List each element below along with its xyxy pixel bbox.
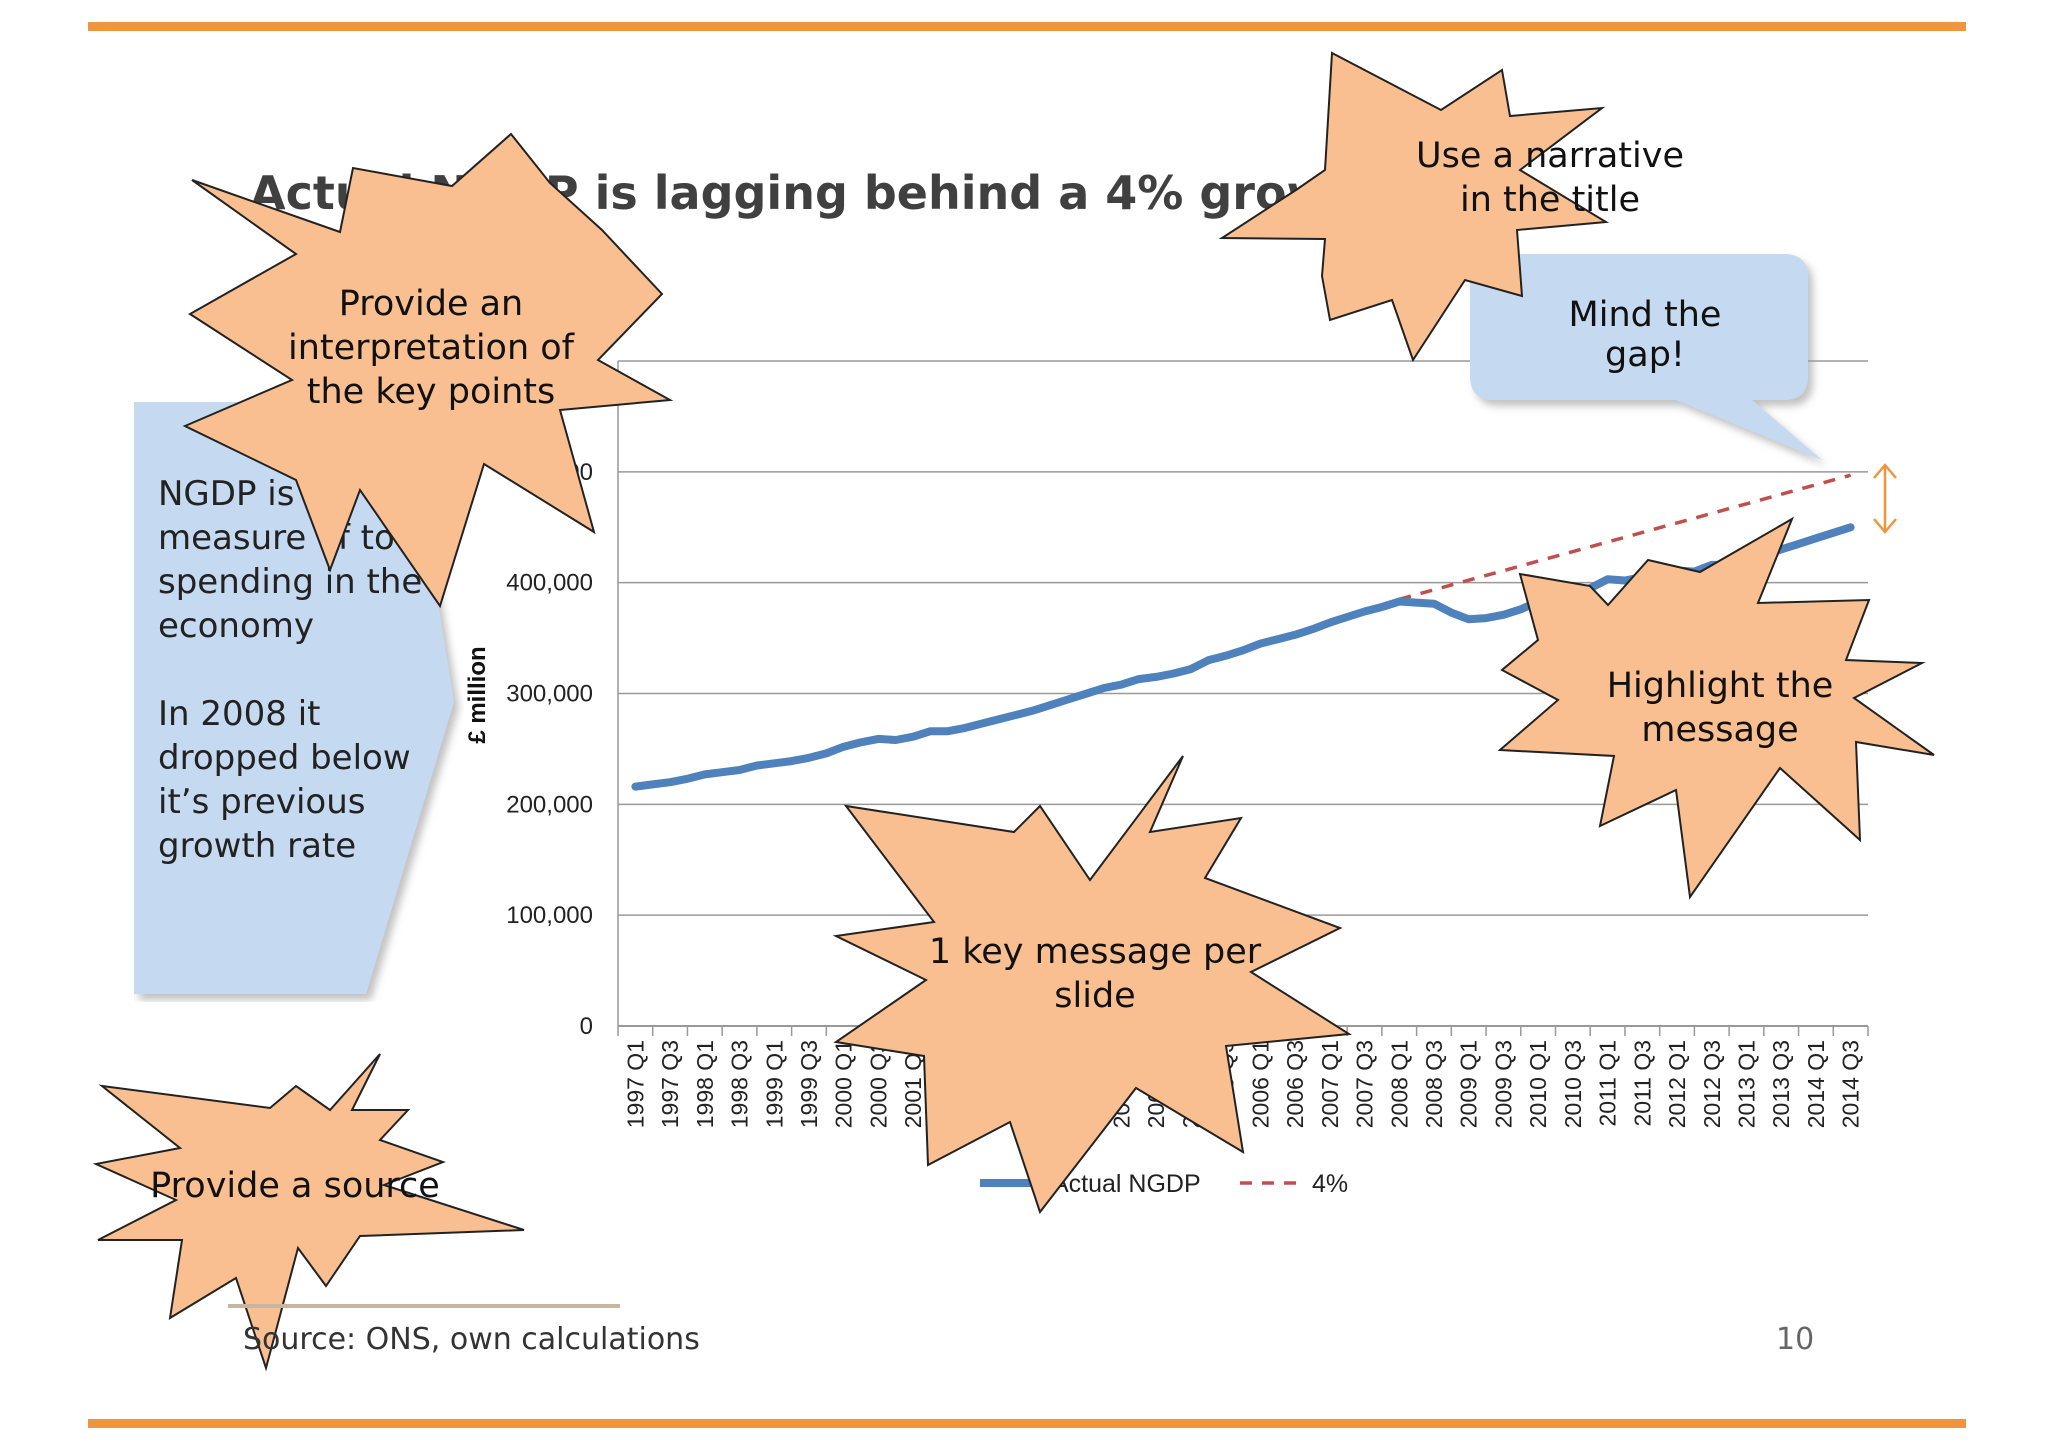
x-tick-label: 1999 Q3 bbox=[796, 1040, 822, 1128]
x-tick-label: 1998 Q1 bbox=[692, 1040, 718, 1128]
burst-key-message-line-1: 1 key message per bbox=[928, 932, 1262, 972]
callout-text: Mind the gap! bbox=[1568, 295, 1722, 375]
x-tick-label: 2000 Q1 bbox=[831, 1040, 857, 1128]
x-tick-label: 2007 Q3 bbox=[1352, 1040, 1378, 1128]
x-tick-label: 2012 Q3 bbox=[1699, 1040, 1725, 1128]
burst-narrative-shape bbox=[1218, 51, 1610, 363]
burst-key-message-shape bbox=[832, 755, 1352, 1215]
y-tick-label: 0 bbox=[580, 1013, 593, 1040]
chart-legend: Actual NGDP 4% bbox=[980, 1170, 1348, 1198]
gap-arrow-icon bbox=[1873, 463, 1897, 534]
burst-highlight-line-2: message bbox=[1641, 710, 1799, 750]
burst-highlight-text: Highlight the message bbox=[1560, 664, 1880, 752]
burst-highlight-shape bbox=[1497, 516, 1935, 900]
x-tick-label: 2011 Q3 bbox=[1629, 1040, 1655, 1127]
burst-interpretation-shape bbox=[182, 132, 674, 609]
source-divider bbox=[228, 1304, 620, 1308]
x-tick-label: 2009 Q3 bbox=[1490, 1040, 1516, 1128]
burst-interpretation-line-2: interpretation of bbox=[288, 328, 574, 368]
bottom-accent-rule bbox=[88, 1419, 1966, 1428]
interpretation-text: NGDP is a measure of total spending in t… bbox=[158, 472, 448, 912]
burst-key-message-text: 1 key message per slide bbox=[920, 930, 1270, 1018]
burst-narrative-line-1: Use a narrative bbox=[1415, 136, 1685, 176]
interpretation-paragraph-1: NGDP is a measure of total spending in t… bbox=[158, 474, 439, 646]
x-tick-label: 1999 Q1 bbox=[761, 1040, 787, 1128]
page-number: 10 bbox=[1776, 1322, 1815, 1357]
x-tick-label: 2014 Q3 bbox=[1838, 1040, 1864, 1128]
x-tick-label: 1997 Q3 bbox=[657, 1040, 683, 1128]
y-axis-label: £ million bbox=[464, 646, 491, 743]
burst-key-message-line-2: slide bbox=[1054, 976, 1136, 1016]
x-tick-label: 2008 Q1 bbox=[1386, 1040, 1412, 1128]
burst-source-text: Provide a source bbox=[140, 1164, 450, 1208]
x-tick-label: 2011 Q1 bbox=[1595, 1040, 1621, 1127]
burst-highlight-line-1: Highlight the bbox=[1606, 666, 1834, 706]
x-tick-label: 2010 Q1 bbox=[1525, 1040, 1551, 1128]
burst-source-line-1: Provide a source bbox=[150, 1166, 440, 1206]
top-accent-rule bbox=[88, 22, 1966, 31]
x-tick-label: 2010 Q3 bbox=[1560, 1040, 1586, 1128]
x-tick-label: 1998 Q3 bbox=[727, 1040, 753, 1128]
burst-narrative-line-2: in the title bbox=[1459, 180, 1641, 220]
x-tick-label: 2012 Q1 bbox=[1664, 1040, 1690, 1128]
burst-interpretation-text: Provide an interpretation of the key poi… bbox=[266, 282, 596, 414]
burst-interpretation-line-1: Provide an bbox=[338, 284, 524, 324]
x-tick-label: 1997 Q1 bbox=[622, 1040, 648, 1128]
y-tick-label: 400,000 bbox=[506, 570, 593, 597]
legend-label-4pct: 4% bbox=[1312, 1170, 1348, 1198]
x-tick-label: 2008 Q3 bbox=[1421, 1040, 1447, 1128]
x-tick-label: 2013 Q1 bbox=[1733, 1040, 1759, 1128]
x-tick-label: 2000 Q3 bbox=[865, 1040, 891, 1128]
burst-narrative-text: Use a narrative in the title bbox=[1380, 134, 1720, 222]
x-tick-label: 2009 Q1 bbox=[1456, 1040, 1482, 1128]
legend-label-actual-ngdp: Actual NGDP bbox=[1052, 1170, 1201, 1198]
interpretation-arrow-box bbox=[134, 402, 454, 994]
x-tick-label: 2007 Q1 bbox=[1317, 1040, 1343, 1128]
y-tick-label: 300,000 bbox=[506, 681, 593, 708]
burst-source-shape bbox=[92, 1053, 525, 1372]
x-tick-label: 2006 Q1 bbox=[1247, 1040, 1273, 1128]
x-tick-label: 2013 Q3 bbox=[1768, 1040, 1794, 1128]
interpretation-paragraph-2: In 2008 it dropped below it’s previous g… bbox=[158, 694, 411, 866]
x-tick-label: 2006 Q3 bbox=[1282, 1040, 1308, 1128]
source-text: Source: ONS, own calculations bbox=[243, 1322, 700, 1357]
burst-interpretation-line-3: the key points bbox=[306, 372, 556, 412]
y-tick-label: 100,000 bbox=[506, 902, 593, 929]
x-tick-label: 2014 Q1 bbox=[1803, 1040, 1829, 1128]
y-tick-label: 200,000 bbox=[506, 791, 593, 818]
